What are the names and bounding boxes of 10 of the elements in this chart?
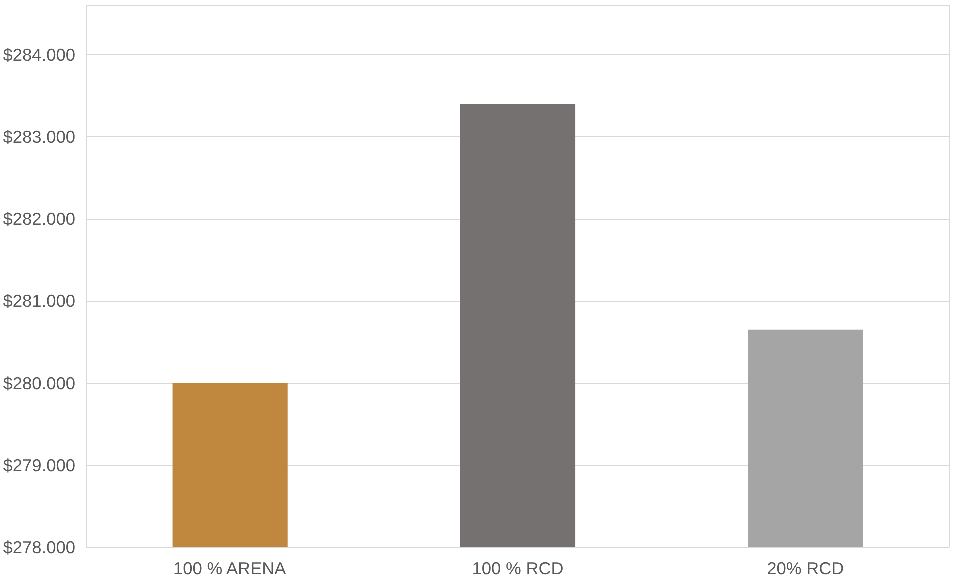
x-tick-label: 100 % RCD (472, 558, 564, 578)
y-tick-label: $281.000 (3, 291, 76, 312)
y-tick-label: $280.000 (3, 373, 76, 394)
y-tick-label: $282.000 (3, 209, 76, 230)
x-tick-label: 20% RCD (767, 558, 844, 578)
x-tick-label: 100 % ARENA (174, 558, 287, 578)
y-tick-label: $284.000 (3, 44, 76, 65)
y-tick-label: $283.000 (3, 126, 76, 147)
y-tick-label: $279.000 (3, 455, 76, 476)
y-tick-label: $278.000 (3, 538, 76, 558)
